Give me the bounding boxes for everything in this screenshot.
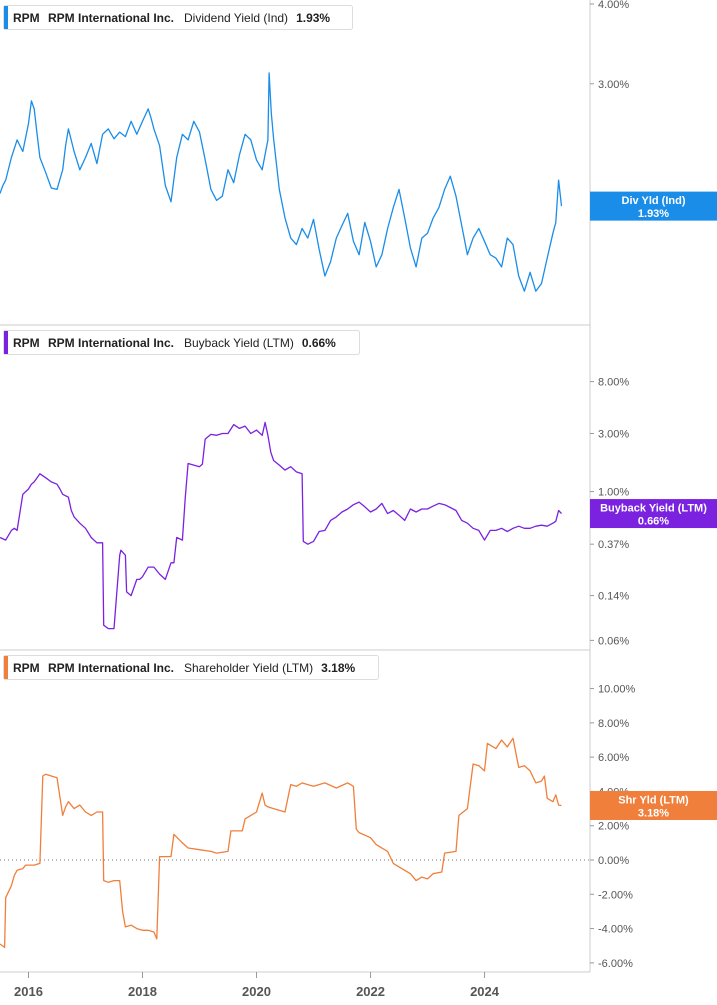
legend-metric: Shareholder Yield (LTM) <box>184 661 313 675</box>
legend-ticker: RPM <box>13 11 40 25</box>
y-tick-label: 0.00% <box>598 855 629 867</box>
value-tag-background <box>590 191 717 221</box>
legend-company: RPM International Inc. <box>48 336 174 350</box>
value-tag-value: 0.66% <box>638 516 669 528</box>
y-tick-label: -2.00% <box>598 889 633 901</box>
value-tag-background <box>590 790 717 820</box>
value-tag-label: Shr Yld (LTM) <box>618 794 689 806</box>
legend-company: RPM International Inc. <box>48 11 174 25</box>
x-tick-label: 2016 <box>14 984 43 999</box>
y-tick-label: 2.00% <box>598 821 629 833</box>
value-tag-label: Div Yld (Ind) <box>622 195 686 207</box>
value-tag: Shr Yld (LTM)3.18% <box>590 790 717 820</box>
x-tick-label: 2018 <box>128 984 157 999</box>
y-tick-label: 6.00% <box>598 752 629 764</box>
legend-ticker: RPM <box>13 336 40 350</box>
legend: RPM RPM International Inc. Dividend Yield … <box>3 5 353 30</box>
y-tick-label: 4.00% <box>598 0 629 11</box>
legend-color-swatch <box>4 6 8 29</box>
value-tag-label: Buyback Yield (LTM) <box>600 503 707 515</box>
y-tick-label: 10.00% <box>598 684 636 696</box>
legend-company: RPM International Inc. <box>48 661 174 675</box>
legend-value: 1.93% <box>296 11 330 25</box>
series-line <box>0 72 563 292</box>
y-tick-label: 3.00% <box>598 428 629 440</box>
y-tick-label: 1.00% <box>598 487 629 499</box>
legend-metric: Dividend Yield (Ind) <box>184 11 288 25</box>
y-tick-label: 8.00% <box>598 718 629 730</box>
legend-ticker: RPM <box>13 661 40 675</box>
y-tick-label: 3.00% <box>598 79 629 91</box>
legend-box <box>3 5 353 30</box>
value-tag: Div Yld (Ind)1.93% <box>590 191 717 221</box>
value-tag: Buyback Yield (LTM)0.66% <box>590 499 717 529</box>
legend: RPM RPM International Inc. Buyback Yield (… <box>3 330 360 355</box>
legend-metric: Buyback Yield (LTM) <box>184 336 294 350</box>
x-tick-label: 2020 <box>242 984 271 999</box>
value-tag-value: 1.93% <box>638 208 669 220</box>
series-line <box>0 421 562 630</box>
y-tick-label: -4.00% <box>598 924 633 936</box>
y-tick-label: -6.00% <box>598 958 633 970</box>
y-tick-label: 0.14% <box>598 591 629 603</box>
legend-color-swatch <box>4 331 8 354</box>
value-tag-background <box>590 499 717 529</box>
legend-box <box>3 330 360 355</box>
value-tag-value: 3.18% <box>638 807 669 819</box>
legend-color-swatch <box>4 656 8 679</box>
legend: RPM RPM International Inc. Shareholder Yie… <box>3 655 379 680</box>
legend-value: 3.18% <box>321 661 355 675</box>
x-tick-label: 2024 <box>470 984 500 999</box>
y-tick-label: 0.37% <box>598 539 629 551</box>
panel-2: 8.00% 3.00% 1.00% 0.37% 0.14% 0.06% RPM RPM Int… <box>0 324 717 647</box>
y-tick-label: 8.00% <box>598 377 629 389</box>
panel-3: 10.00%8.00%6.00%4.00%2.00%0.00%-2.00%-4.… <box>0 649 717 970</box>
legend-box <box>3 655 379 680</box>
chart-panels: 4.00% 3.00% 2.00% RPM RPM International Inc.… <box>0 0 717 972</box>
y-tick-label: 0.06% <box>598 635 629 647</box>
legend-value: 0.66% <box>302 336 336 350</box>
x-axis: 2016 2018 2020 2022 2024 <box>0 971 590 999</box>
x-tick-label: 2022 <box>356 984 385 999</box>
series-line <box>0 737 562 949</box>
